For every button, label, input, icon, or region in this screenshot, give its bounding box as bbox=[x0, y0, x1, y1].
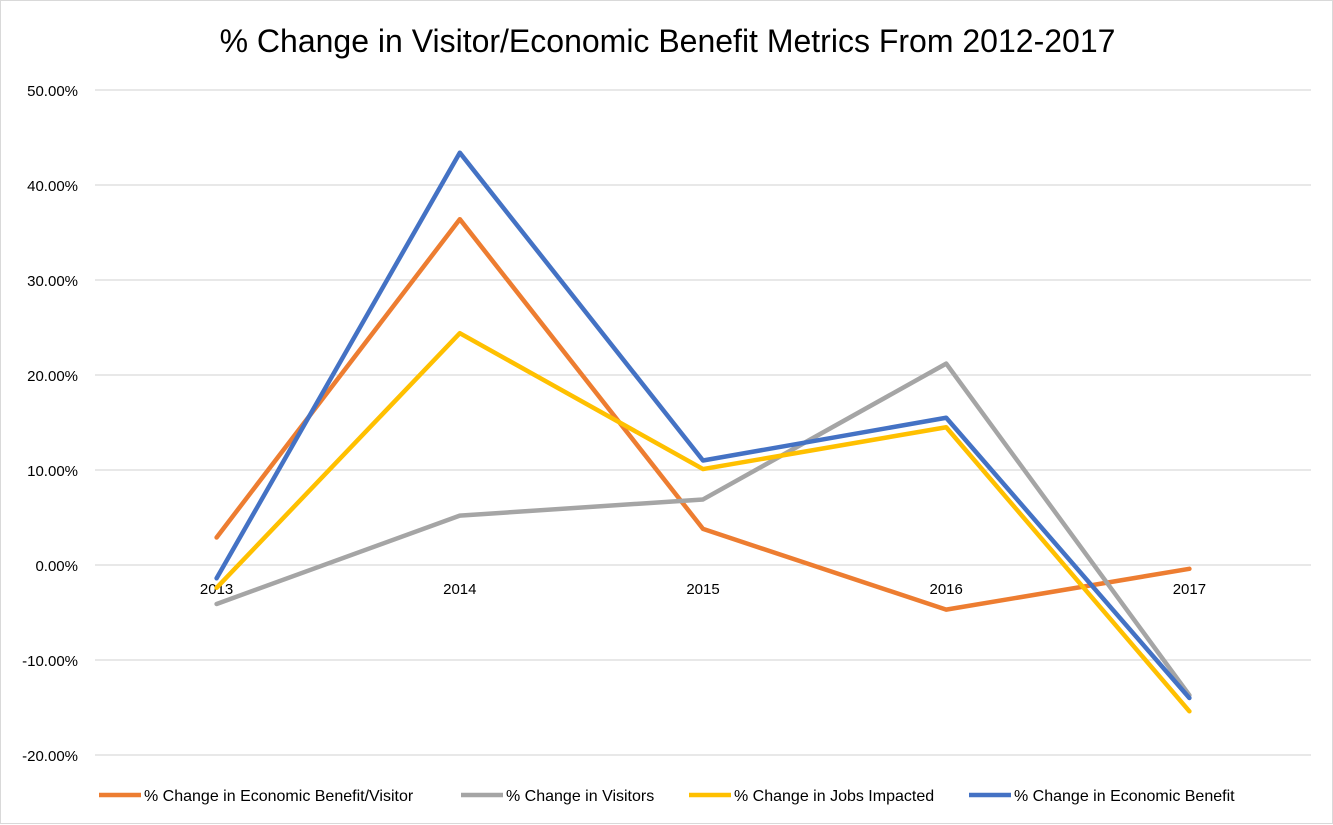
chart-title: % Change in Visitor/Economic Benefit Met… bbox=[219, 23, 1116, 59]
series-line bbox=[214, 330, 1192, 714]
y-tick-label: 40.00% bbox=[27, 178, 78, 195]
series-line bbox=[214, 216, 1192, 612]
legend: % Change in Economic Benefit/Visitor % Ch… bbox=[99, 788, 1235, 805]
legend-label: % Change in Economic Benefit/Visitor bbox=[144, 788, 414, 805]
legend-label: % Change in Economic Benefit bbox=[1014, 788, 1235, 805]
legend-label: % Change in Jobs Impacted bbox=[734, 788, 934, 805]
y-tick-label: 20.00% bbox=[27, 368, 78, 385]
y-axis-tick-labels: 50.00% 40.00% 30.00% 20.00% 10.00% 0.00% -10.0… bbox=[22, 83, 78, 765]
legend-label: % Change in Visitors bbox=[506, 788, 654, 805]
x-tick-label: 2017 bbox=[1173, 581, 1206, 598]
y-tick-label: 10.00% bbox=[27, 463, 78, 480]
x-tick-label: 2014 bbox=[443, 581, 476, 598]
series-line bbox=[214, 361, 1192, 698]
y-tick-label: -10.00% bbox=[22, 653, 78, 670]
gridlines bbox=[95, 89, 1311, 756]
x-tick-label: 2016 bbox=[930, 581, 963, 598]
series-lines bbox=[214, 150, 1192, 714]
y-tick-label: -20.00% bbox=[22, 748, 78, 765]
x-tick-label: 2015 bbox=[686, 581, 719, 598]
y-tick-label: 0.00% bbox=[35, 558, 78, 575]
series-line bbox=[214, 150, 1192, 701]
y-tick-label: 30.00% bbox=[27, 273, 78, 290]
y-tick-label: 50.00% bbox=[27, 83, 78, 100]
